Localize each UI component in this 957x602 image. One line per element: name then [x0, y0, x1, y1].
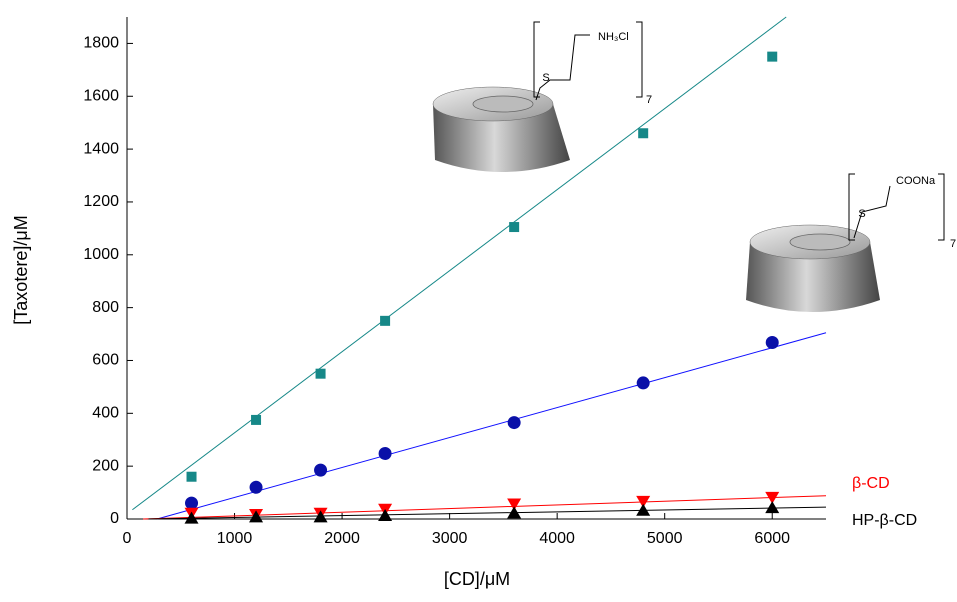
data-point	[507, 498, 522, 511]
group-label: COONa	[896, 175, 936, 187]
data-point	[249, 510, 264, 523]
series-label: HP-β-CD	[852, 512, 917, 529]
structure-2: S COONa 7	[746, 173, 956, 312]
y-tick-label: 800	[92, 299, 119, 316]
y-tick-label: 1600	[83, 87, 119, 104]
x-tick-label: 4000	[539, 530, 575, 547]
x-tick-label: 1000	[217, 530, 253, 547]
y-tick-label: 1200	[83, 193, 119, 210]
series-label: β-CD	[852, 475, 890, 492]
x-tick-label: 6000	[754, 530, 790, 547]
data-point	[636, 503, 651, 516]
data-point	[765, 336, 779, 350]
group-label: NH₃Cl	[598, 31, 629, 43]
y-tick-label: 1800	[83, 35, 119, 52]
data-point	[636, 376, 650, 390]
y-tick-label: 400	[92, 405, 119, 422]
data-point	[378, 509, 393, 522]
data-point	[638, 128, 649, 139]
x-axis-label: [CD]/μM	[444, 569, 510, 589]
x-tick-label: 5000	[647, 530, 683, 547]
subscript: 7	[646, 94, 652, 106]
subscript: 7	[950, 238, 956, 250]
data-point	[185, 496, 199, 510]
fit-line	[156, 332, 827, 520]
data-point	[314, 463, 328, 477]
data-point	[767, 51, 778, 62]
fit-line	[132, 16, 787, 511]
data-point	[507, 506, 522, 519]
atom-label: S	[858, 208, 865, 220]
structure-1: S NH₃Cl 7	[432, 21, 652, 172]
y-tick-label: 600	[92, 352, 119, 369]
data-point	[509, 222, 520, 233]
y-axis-label: [Taxotere]/μM	[11, 215, 31, 324]
data-point	[313, 510, 328, 523]
y-tick-label: 1400	[83, 140, 119, 157]
y-tick-label: 0	[110, 510, 119, 527]
fit-line	[143, 495, 827, 520]
data-point	[636, 495, 651, 508]
data-point	[184, 511, 199, 524]
x-tick-label: 3000	[432, 530, 468, 547]
data-point	[765, 501, 780, 514]
data-point	[249, 480, 263, 494]
data-point	[315, 368, 326, 379]
data-point	[380, 315, 391, 326]
y-tick-label: 1000	[83, 246, 119, 263]
atom-label: S	[542, 72, 549, 84]
data-point	[507, 416, 521, 430]
data-point	[765, 491, 780, 504]
fit-line	[148, 506, 827, 520]
x-tick-label: 2000	[324, 530, 360, 547]
data-point	[251, 414, 262, 425]
y-tick-label: 200	[92, 457, 119, 474]
data-point	[378, 446, 392, 460]
data-point	[186, 471, 197, 482]
x-tick-label: 0	[123, 530, 132, 547]
